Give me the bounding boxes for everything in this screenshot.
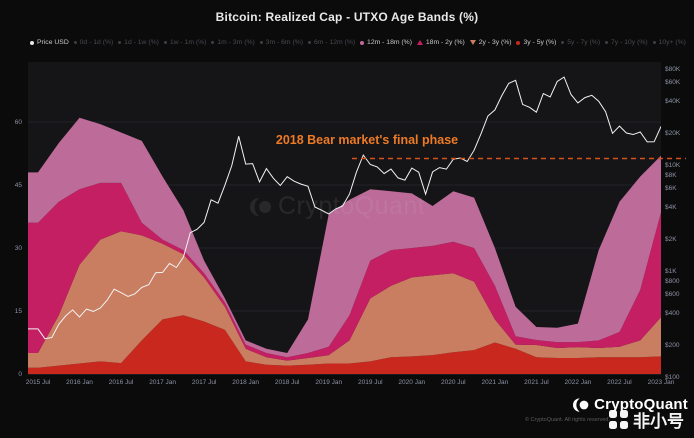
legend-item-1w-1m[interactable]: 1w - 1m (%): [163, 39, 207, 46]
grid-icon: [609, 410, 628, 429]
legend-item-18m-2y[interactable]: 18m - 2y (%): [416, 39, 465, 46]
footer-brand: CryptoQuant: [573, 396, 688, 413]
right-axis-tick: $2K: [665, 235, 677, 243]
legend-item-6m-12m[interactable]: 6m - 12m (%): [307, 39, 356, 46]
right-axis-tick: $400: [665, 309, 680, 317]
right-axis-tick: $80K: [665, 65, 681, 73]
x-axis-tick: 2015 Jul: [25, 379, 51, 386]
legend-label: 1d - 1w (%): [124, 39, 159, 46]
right-axis-tick: $20K: [665, 129, 681, 137]
right-axis-tick: $6K: [665, 185, 677, 193]
legend-label: 3m - 6m (%): [265, 39, 304, 46]
center-watermark: CryptoQuant: [250, 192, 425, 221]
legend-marker: [652, 41, 656, 44]
x-axis-tick: 2020 Jan: [398, 379, 426, 386]
left-axis-tick: 15: [14, 307, 22, 315]
left-axis-tick: 60: [14, 118, 22, 126]
chart-title: Bitcoin: Realized Cap - UTXO Age Bands (…: [215, 10, 479, 24]
legend-label: 7y - 10y (%): [611, 39, 648, 46]
legend: Price USD 0d - 1d (%) 1d - 1w (%) 1w - 1m (…: [30, 39, 686, 46]
right-axis-tick: $600: [665, 291, 680, 299]
legend-marker: [360, 40, 365, 45]
x-axis-tick: 2020 Jul: [441, 379, 466, 386]
legend-label: 3y - 5y (%): [523, 39, 557, 46]
x-axis-tick: 2016 Jul: [108, 379, 134, 386]
legend-label: 5y - 7y (%): [567, 39, 601, 46]
right-axis-tick: $10K: [665, 161, 681, 169]
legend-item-1m-3m[interactable]: 1m - 3m (%): [211, 39, 255, 46]
left-axis-tick: 30: [14, 244, 22, 252]
x-axis-tick: 2019 Jul: [357, 379, 383, 386]
legend-marker: [163, 41, 167, 44]
right-axis-tick: $1K: [665, 267, 677, 275]
right-axis-tick: $200: [665, 341, 680, 349]
legend-marker: [30, 40, 34, 45]
legend-label: 6m - 12m (%): [313, 39, 356, 46]
x-axis-tick: 2017 Jan: [149, 379, 176, 386]
legend-marker: [118, 41, 122, 44]
x-axis-tick: 2016 Jan: [66, 379, 93, 386]
cryptoquant-logo-icon: [250, 197, 272, 216]
right-axis-tick: $4K: [665, 203, 677, 211]
legend-label: 1m - 3m (%): [217, 39, 255, 46]
legend-item-price-usd[interactable]: Price USD: [30, 39, 69, 46]
x-axis-tick: 2018 Jan: [232, 379, 260, 386]
legend-label: 2y - 3y (%): [478, 39, 512, 46]
legend-item-3y-5y[interactable]: 3y - 5y (%): [516, 39, 556, 46]
legend-item-3m-6m[interactable]: 3m - 6m (%): [259, 39, 304, 46]
legend-label: 10y+ (%): [658, 39, 686, 46]
footer-brand-label: CryptoQuant: [594, 396, 688, 413]
legend-marker: [516, 40, 521, 45]
area-3y-5y: [28, 315, 661, 374]
area-2y-3y: [28, 231, 661, 368]
watermark-label: CryptoQuant: [278, 192, 426, 220]
area-18m-2y: [28, 182, 661, 361]
cryptoquant-logo-icon: [573, 397, 589, 412]
legend-item-0d-1d[interactable]: 0d - 1d (%): [73, 39, 114, 46]
left-axis-tick: 45: [14, 181, 22, 189]
legend-marker: [259, 41, 263, 44]
x-axis-tick: 2022 Jul: [607, 379, 632, 386]
legend-item-5y-7y[interactable]: 5y - 7y (%): [561, 39, 600, 46]
annotation-text: 2018 Bear market's final phase: [275, 133, 459, 147]
x-axis-tick: 2023 Jan: [647, 379, 675, 386]
x-axis-tick: 2021 Jul: [524, 379, 549, 386]
right-axis-tick: $800: [665, 277, 680, 285]
legend-marker: [307, 41, 311, 44]
legend-label: 1w - 1m (%): [169, 39, 207, 46]
x-axis-tick: 2018 Jul: [274, 379, 300, 386]
left-axis-tick: 0: [18, 370, 22, 378]
legend-item-2y-3y[interactable]: 2y - 3y (%): [469, 39, 512, 46]
overlay-watermark-label: 非小号: [633, 412, 684, 431]
legend-marker: [211, 41, 215, 44]
right-axis-tick: $60K: [665, 79, 681, 87]
right-axis-tick: $40K: [665, 97, 681, 105]
legend-label: 0d - 1d (%): [79, 39, 114, 46]
legend-marker: [73, 41, 77, 44]
legend-label: 12m - 18m (%): [367, 39, 412, 46]
right-axis-tick: $8K: [665, 171, 677, 179]
legend-label: 18m - 2y (%): [425, 39, 465, 46]
overlay-watermark: 非小号: [609, 407, 684, 432]
right-axis-tick: $100: [665, 373, 680, 381]
legend-item-10y+[interactable]: 10y+ (%): [652, 39, 686, 46]
price-line: [28, 76, 661, 340]
legend-marker: [605, 41, 609, 44]
legend-item-12m-18m[interactable]: 12m - 18m (%): [360, 39, 412, 46]
x-axis-tick: 2022 Jan: [564, 379, 592, 386]
x-axis-tick: 2021 Jan: [481, 379, 509, 386]
x-axis-tick: 2019 Jan: [315, 379, 343, 386]
legend-label: Price USD: [37, 39, 69, 46]
legend-marker: [561, 41, 565, 44]
legend-item-1d-1w[interactable]: 1d - 1w (%): [118, 39, 159, 46]
x-axis-tick: 2017 Jul: [191, 379, 217, 386]
footer-copyright: © CryptoQuant. All rights reserved.: [524, 417, 610, 423]
area-12m-18m: [28, 117, 661, 358]
legend-item-7y-10y[interactable]: 7y - 10y (%): [605, 39, 648, 46]
legend-marker: [469, 40, 476, 45]
legend-marker: [416, 40, 423, 45]
